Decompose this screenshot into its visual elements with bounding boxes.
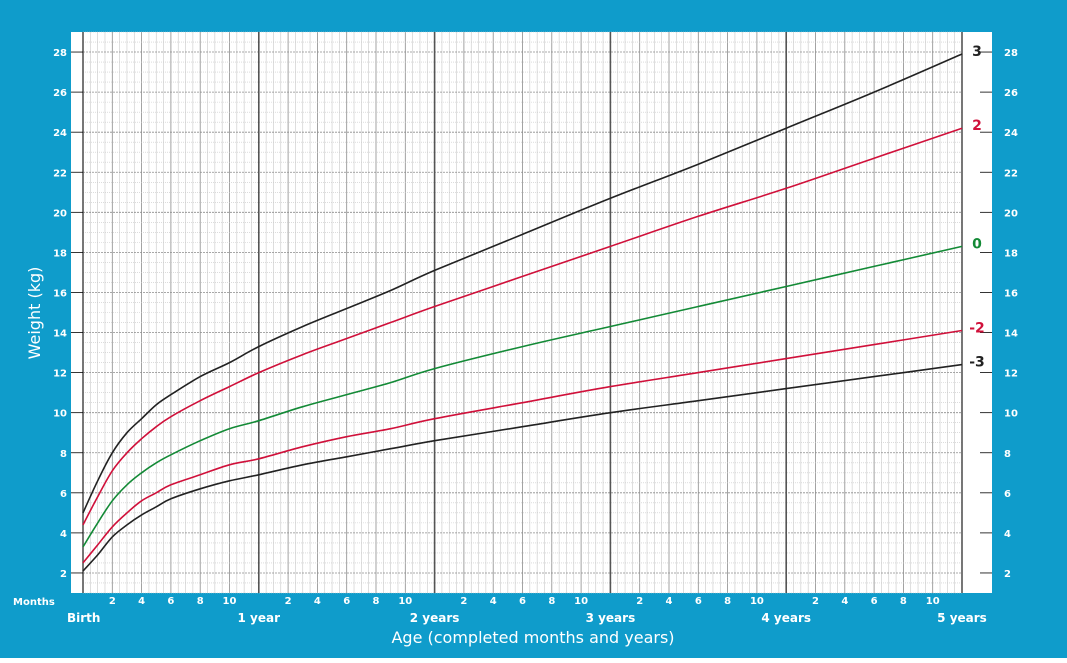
x-month-tick-label: 6 xyxy=(871,596,878,607)
y-tick-label-left: 26 xyxy=(53,88,67,99)
x-month-tick-label: 8 xyxy=(373,596,380,607)
series-line--3 xyxy=(82,363,963,572)
y-tick-label-left: 6 xyxy=(60,489,67,500)
right-axis-panel xyxy=(962,6,1061,593)
x-month-tick-label: 8 xyxy=(724,596,731,607)
x-month-tick-label: 2 xyxy=(285,596,292,607)
top-blue-strip xyxy=(71,6,962,32)
left-blue-strip xyxy=(6,6,71,593)
bottom-blue-strip xyxy=(6,593,1061,652)
x-month-tick-label: 4 xyxy=(666,596,673,607)
y-tick-label-left: 10 xyxy=(53,409,67,420)
series-label-2: 2 xyxy=(972,118,982,134)
x-month-tick-label: 2 xyxy=(636,596,643,607)
series-lines xyxy=(82,53,963,572)
x-month-tick-label: 6 xyxy=(695,596,702,607)
series-line-0 xyxy=(82,245,963,548)
y-tick-label-right: 28 xyxy=(1004,48,1018,59)
x-month-tick-label: 10 xyxy=(223,596,237,607)
y-tick-label-right: 16 xyxy=(1004,288,1018,299)
x-year-label: 5 years xyxy=(937,611,987,625)
x-month-tick-label: 2 xyxy=(460,596,467,607)
x-month-tick-label: 8 xyxy=(548,596,555,607)
y-tick-label-right: 2 xyxy=(1004,569,1011,580)
series-label-3: 3 xyxy=(972,44,982,60)
y-tick-label-right: 26 xyxy=(1004,88,1018,99)
x-year-label: 2 years xyxy=(410,611,460,625)
right-blue-strip xyxy=(992,6,1061,593)
series-label--3: -3 xyxy=(969,355,985,371)
x-month-tick-label: 8 xyxy=(197,596,204,607)
y-tick-label-left: 4 xyxy=(60,529,67,540)
y-tick-label-left: 14 xyxy=(53,329,67,340)
y-tick-label-left: 12 xyxy=(53,369,67,380)
y-tick-label-right: 20 xyxy=(1004,208,1018,219)
x-month-tick-label: 4 xyxy=(841,596,848,607)
x-month-tick-label: 4 xyxy=(138,596,145,607)
plot-area xyxy=(71,32,962,593)
grid xyxy=(82,31,963,594)
x-month-tick-label: 4 xyxy=(490,596,497,607)
y-tick-label-right: 24 xyxy=(1004,128,1018,139)
x-year-label: 1 year xyxy=(238,611,281,625)
y-tick-label-left: 16 xyxy=(53,288,67,299)
x-year-label: 3 years xyxy=(586,611,636,625)
y-tick-label-right: 8 xyxy=(1004,449,1011,460)
y-tick-label-right: 6 xyxy=(1004,489,1011,500)
y-tick-label-right: 18 xyxy=(1004,248,1018,259)
x-month-tick-label: 6 xyxy=(167,596,174,607)
y-tick-label-left: 22 xyxy=(53,168,67,179)
series-end-labels: 3 2 0 -2 -3 xyxy=(969,44,985,371)
y-tick-label-left: 28 xyxy=(53,48,67,59)
x-month-tick-label: 10 xyxy=(750,596,764,607)
series-line-2 xyxy=(82,127,963,526)
x-month-tick-label: 8 xyxy=(900,596,907,607)
x-month-tick-label: 10 xyxy=(398,596,412,607)
y-axis-title: Weight (kg) xyxy=(25,267,44,360)
x-month-tick-label: 4 xyxy=(314,596,321,607)
x-year-label: Birth xyxy=(67,611,100,625)
series-label--2: -2 xyxy=(969,321,985,337)
y-tick-label-right: 22 xyxy=(1004,168,1018,179)
y-tick-label-right: 12 xyxy=(1004,369,1018,380)
top-right-strip xyxy=(962,6,992,32)
y-tick-label-right: 14 xyxy=(1004,329,1018,340)
y-tick-label-left: 24 xyxy=(53,128,67,139)
x-month-tick-label: 10 xyxy=(574,596,588,607)
x-month-tick-label: 2 xyxy=(812,596,819,607)
y-tick-label-left: 18 xyxy=(53,248,67,259)
months-label: Months xyxy=(13,597,55,608)
y-tick-label-left: 2 xyxy=(60,569,67,580)
x-axis-title: Age (completed months and years) xyxy=(391,628,674,647)
right-label-area xyxy=(962,32,992,593)
x-month-tick-label: 10 xyxy=(926,596,940,607)
x-year-labels: Birth 1 year 2 years 3 years 4 years 5 years xyxy=(67,611,987,625)
y-tick-label-right: 10 xyxy=(1004,409,1018,420)
x-month-tick-labels: 2 4 6 8 10 2 4 6 8 10 2 4 6 8 10 2 4 6 8 10 2 4 6 8 10 xyxy=(109,596,940,607)
x-month-tick-label: 6 xyxy=(343,596,350,607)
bottom-axis-panel xyxy=(6,6,1061,652)
series-line--2 xyxy=(82,329,963,564)
y-tick-label-right: 4 xyxy=(1004,529,1011,540)
series-line-3 xyxy=(82,53,963,514)
x-month-tick-label: 2 xyxy=(109,596,116,607)
series-label-0: 0 xyxy=(972,236,982,252)
x-month-tick-label: 6 xyxy=(519,596,526,607)
y-tick-label-left: 20 xyxy=(53,208,67,219)
x-year-label: 4 years xyxy=(761,611,811,625)
y-tick-label-left: 8 xyxy=(60,449,67,460)
